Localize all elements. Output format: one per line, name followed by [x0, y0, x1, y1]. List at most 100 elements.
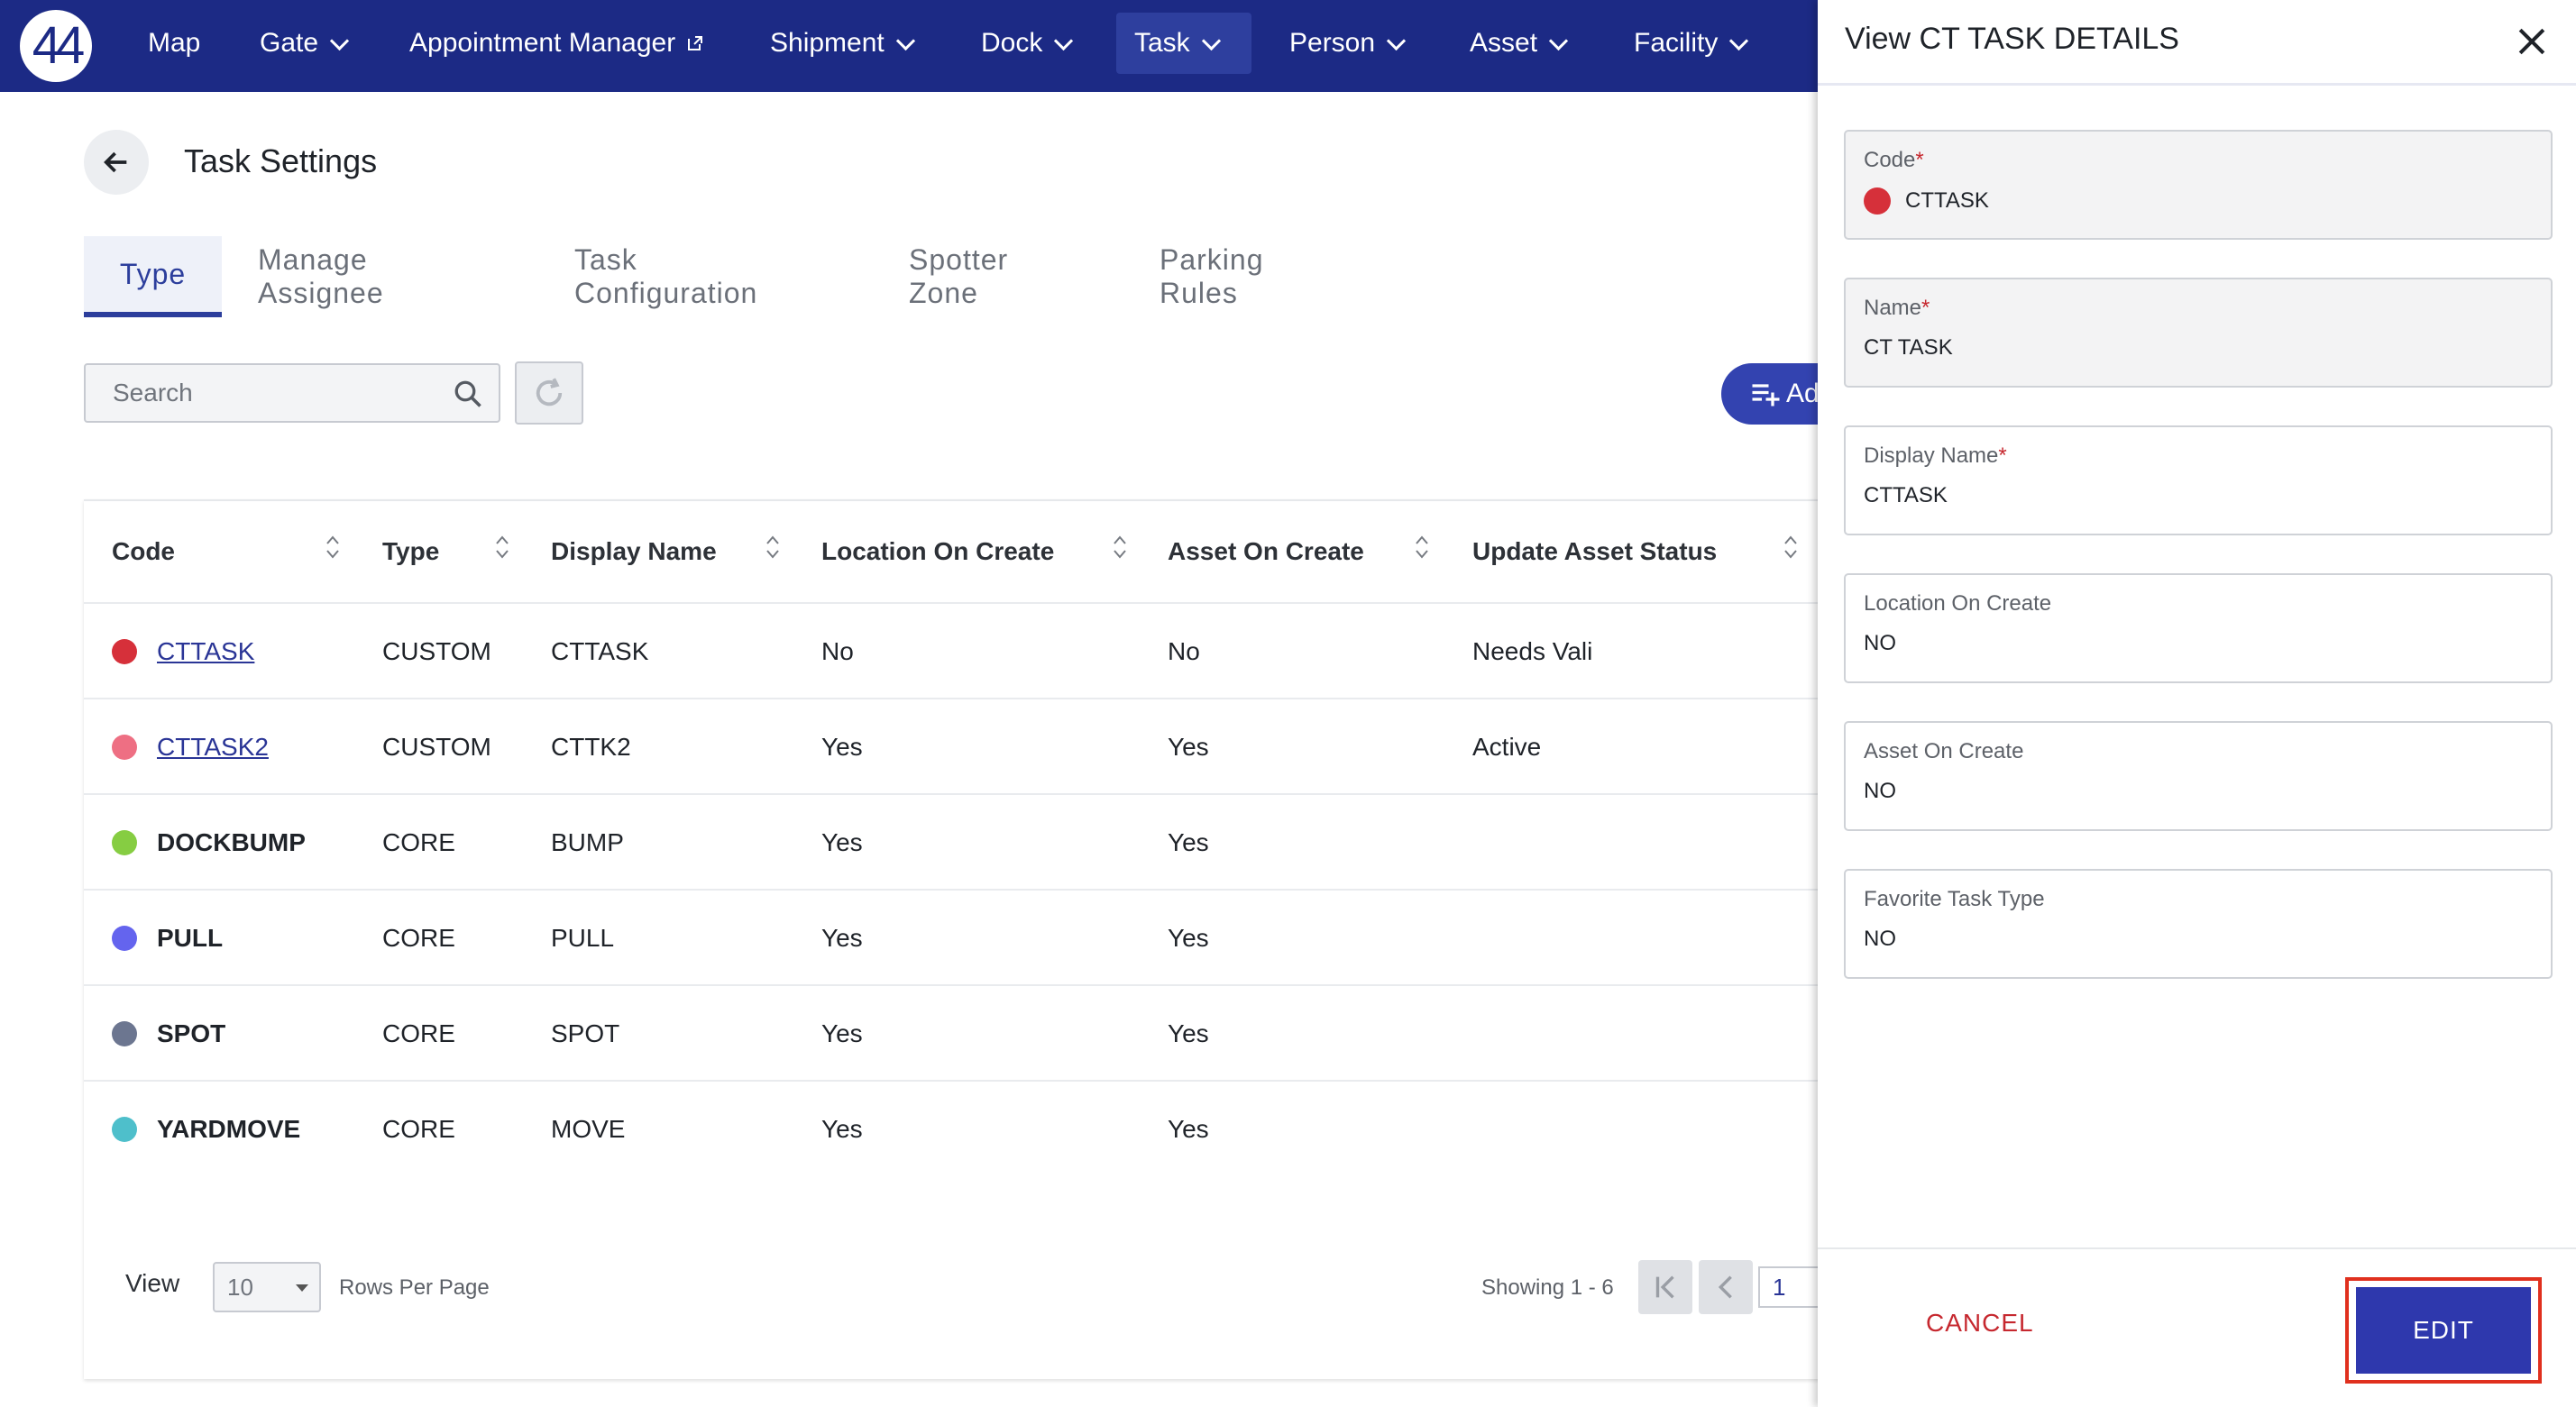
chevron-down-icon: [1386, 31, 1407, 50]
column-header-label: Type: [382, 537, 440, 565]
nav-item-label: Facility: [1634, 28, 1719, 58]
field-value: NO: [1864, 927, 1896, 951]
column-header-asset-on-create[interactable]: Asset On Create: [1168, 501, 1364, 602]
table-row[interactable]: CTTASK2 CUSTOM CTTK2 Yes Yes Active: [84, 698, 1824, 795]
sort-icon[interactable]: [325, 534, 341, 561]
nav-item-facility[interactable]: Facility: [1616, 13, 1764, 74]
asset-on-create-cell: Yes: [1168, 733, 1209, 761]
caret-down-icon: [296, 1284, 308, 1292]
nav-item-label: Shipment: [770, 28, 885, 58]
task-color-dot: [112, 926, 137, 951]
code-text: SPOT: [157, 1019, 226, 1047]
code-cell: CTTASK2: [112, 699, 269, 795]
tab-parking-rules[interactable]: Parking Rules: [1160, 243, 1264, 309]
task-type-table: Code Type Display Name Location On Creat…: [84, 499, 1824, 1379]
code-cell: SPOT: [112, 986, 225, 1082]
column-header-display-name[interactable]: Display Name: [551, 501, 717, 602]
search-icon[interactable]: [452, 378, 484, 410]
location-on-create-cell: Yes: [821, 1115, 863, 1143]
column-header-code[interactable]: Code: [112, 501, 175, 602]
close-icon[interactable]: [2512, 22, 2552, 61]
nav-item-shipment[interactable]: Shipment: [752, 13, 930, 74]
field-label: Name*: [1864, 296, 1930, 321]
field-value: CTTASK: [1864, 187, 1989, 215]
sort-icon[interactable]: [494, 534, 510, 561]
edit-button[interactable]: EDIT: [2356, 1287, 2531, 1374]
first-page-button[interactable]: [1638, 1260, 1692, 1314]
tab-task-configuration[interactable]: Task Configuration: [574, 243, 758, 309]
code-field: Code* CTTASK: [1844, 130, 2553, 240]
table-row[interactable]: PULL CORE PULL Yes Yes: [84, 889, 1824, 986]
task-color-dot: [112, 830, 137, 855]
code-link[interactable]: CTTASK2: [157, 733, 269, 761]
cancel-button[interactable]: CANCEL: [1926, 1309, 2034, 1337]
field-label: Asset On Create: [1864, 739, 2024, 763]
chevron-down-icon: [895, 31, 915, 50]
nav-item-label: Task: [1134, 28, 1190, 58]
asset-on-create-cell: No: [1168, 637, 1200, 665]
code-text: DOCKBUMP: [157, 828, 306, 856]
nav-item-task[interactable]: Task: [1116, 13, 1251, 74]
nav-item-label: Appointment Manager: [409, 28, 676, 58]
search-input[interactable]: [86, 378, 457, 408]
view-label: View: [125, 1269, 180, 1297]
nav-item-gate[interactable]: Gate: [242, 13, 364, 74]
sort-icon[interactable]: [1112, 534, 1128, 561]
update-asset-status-cell: Needs Vali: [1472, 637, 1593, 665]
nav-item-label: Dock: [981, 28, 1043, 58]
required-marker: *: [1998, 443, 2007, 468]
type-cell: CORE: [382, 1115, 455, 1143]
column-header-update-asset-status[interactable]: Update Asset Status: [1472, 501, 1717, 602]
code-link[interactable]: CTTASK: [157, 637, 255, 665]
column-header-location-on-create[interactable]: Location On Create: [821, 501, 1054, 602]
tab-type[interactable]: Type: [84, 236, 222, 317]
favorite-task-type-field[interactable]: Favorite Task Type NO: [1844, 869, 2553, 979]
chevron-down-icon: [1548, 31, 1569, 50]
tab-spotter-zone[interactable]: Spotter Zone: [909, 243, 1009, 309]
app-logo[interactable]: 44: [20, 10, 92, 82]
update-asset-status-cell: Active: [1472, 733, 1542, 761]
logo-text: 44: [32, 16, 85, 75]
nav-item-person[interactable]: Person: [1271, 13, 1421, 74]
tab-manage-assignee[interactable]: Manage Assignee: [258, 243, 384, 309]
nav-item-dock[interactable]: Dock: [963, 13, 1088, 74]
sort-icon[interactable]: [765, 534, 781, 561]
code-cell: YARDMOVE: [112, 1082, 300, 1177]
table-row[interactable]: DOCKBUMP CORE BUMP Yes Yes: [84, 793, 1824, 891]
search-box: [84, 363, 500, 423]
table-row[interactable]: CTTASK CUSTOM CTTASK No No Needs Vali: [84, 602, 1824, 699]
field-value: NO: [1864, 779, 1896, 803]
task-color-dot: [112, 1021, 137, 1046]
back-button[interactable]: [84, 130, 149, 195]
refresh-button[interactable]: [515, 361, 583, 425]
location-on-create-field[interactable]: Location On Create NO: [1844, 573, 2553, 683]
sort-icon[interactable]: [1414, 534, 1430, 561]
panel-footer-divider: [1818, 1247, 2576, 1249]
table-row[interactable]: SPOT CORE SPOT Yes Yes: [84, 984, 1824, 1082]
asset-on-create-field[interactable]: Asset On Create NO: [1844, 721, 2553, 831]
page-number-input[interactable]: 1: [1758, 1266, 1821, 1308]
chevron-down-icon: [1054, 31, 1074, 50]
display-name-cell: MOVE: [551, 1115, 626, 1143]
field-value: CTTASK: [1864, 483, 1948, 507]
nav-item-asset[interactable]: Asset: [1452, 13, 1583, 74]
previous-page-button[interactable]: [1699, 1260, 1753, 1314]
nav-item-map[interactable]: Map: [130, 13, 218, 74]
nav-item-appointment-manager[interactable]: Appointment Manager: [391, 13, 722, 74]
nav-item-label: Map: [148, 28, 201, 58]
column-header-type[interactable]: Type: [382, 501, 439, 602]
field-label-text: Code: [1864, 148, 1916, 172]
edit-button-highlight: [2345, 1277, 2542, 1384]
location-on-create-cell: Yes: [821, 733, 863, 761]
nav-item-label: Person: [1289, 28, 1376, 58]
type-cell: CORE: [382, 924, 455, 952]
field-value: CT TASK: [1864, 335, 1953, 360]
rows-per-page-select[interactable]: 10: [213, 1262, 321, 1312]
field-label: Code*: [1864, 148, 1924, 173]
display-name-cell: PULL: [551, 924, 615, 952]
sort-icon[interactable]: [1783, 534, 1799, 561]
column-header-label: Asset On Create: [1168, 537, 1364, 565]
display-name-cell: CTTK2: [551, 733, 631, 761]
display-name-field[interactable]: Display Name* CTTASK: [1844, 425, 2553, 535]
table-row[interactable]: YARDMOVE CORE MOVE Yes Yes: [84, 1080, 1824, 1177]
